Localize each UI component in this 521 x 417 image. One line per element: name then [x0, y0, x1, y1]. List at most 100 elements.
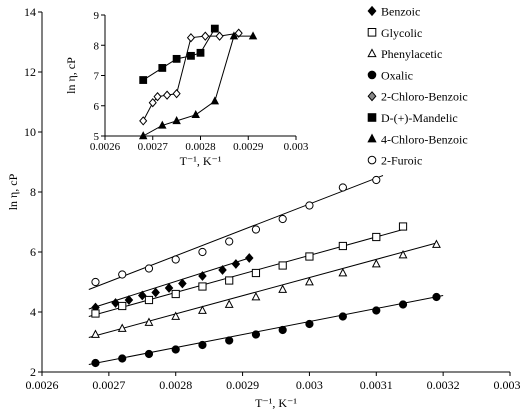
data-point — [198, 271, 207, 281]
main-x-tick-label: 0.0031 — [360, 378, 393, 392]
main-y-tick-label: 10 — [24, 125, 36, 139]
data-point — [372, 232, 381, 242]
data-point — [305, 276, 314, 286]
data-point — [372, 306, 381, 315]
data-point — [111, 298, 120, 308]
data-point — [251, 330, 261, 339]
data-point — [398, 249, 408, 259]
legend-marker — [367, 48, 377, 58]
data-point — [248, 31, 258, 40]
data-point — [171, 345, 180, 354]
data-point — [432, 239, 441, 248]
data-point — [151, 287, 160, 298]
data-point — [198, 282, 207, 291]
data-point — [372, 175, 381, 185]
data-point — [244, 253, 254, 263]
data-point — [251, 268, 261, 278]
inset-x-tick-label: 0.0029 — [233, 141, 264, 153]
legend-label: Phenylacetic — [381, 47, 442, 61]
data-point — [163, 90, 172, 100]
data-point — [91, 309, 100, 318]
data-point — [251, 291, 261, 301]
data-point — [187, 51, 195, 60]
data-point — [215, 31, 224, 41]
data-point — [305, 201, 314, 210]
main-y-tick-label: 14 — [24, 5, 36, 19]
data-point — [171, 289, 180, 299]
legend-label: Glycolic — [381, 26, 422, 40]
data-point — [91, 329, 100, 338]
inset-x-tick-label: 0.0028 — [185, 141, 216, 153]
data-point — [91, 358, 100, 368]
main-x-tick-label: 0.0028 — [159, 378, 192, 392]
main-y-tick-label: 2 — [30, 365, 36, 379]
data-point — [139, 116, 148, 126]
inset-y-tick-label: 6 — [94, 101, 100, 113]
fit-line-2 — [88, 242, 437, 338]
data-point — [117, 323, 127, 332]
fit-line-4 — [88, 175, 384, 290]
data-point — [178, 278, 187, 289]
data-point — [198, 305, 207, 314]
inset-x-tick-label: 0.0026 — [90, 141, 121, 153]
data-point — [224, 299, 234, 308]
data-point — [171, 311, 181, 320]
legend-marker — [367, 5, 377, 17]
data-point — [186, 33, 196, 43]
data-point — [398, 222, 408, 231]
legend-label: Benzoic — [381, 5, 420, 19]
legend-label: 2-Chloro-Benzoic — [381, 90, 468, 104]
data-point — [198, 340, 207, 350]
main-y-tick-label: 12 — [24, 65, 36, 79]
legend-label: 4-Chloro-Benzoic — [381, 132, 468, 146]
data-point — [172, 54, 181, 63]
main-y-tick-label: 8 — [30, 185, 36, 199]
data-point — [164, 283, 174, 293]
legend: Benzoic Glycolic Phenylacetic Oxalic 2-Chlor… — [367, 5, 468, 168]
data-point — [225, 336, 234, 345]
data-point — [158, 120, 167, 129]
data-point — [278, 325, 287, 335]
legend-marker — [367, 155, 377, 165]
main-x-tick-label: 0.0029 — [226, 378, 259, 392]
data-point — [148, 98, 157, 108]
data-point — [432, 292, 441, 302]
data-point — [118, 270, 127, 279]
legend-marker — [367, 28, 377, 37]
inset-y-tick-label: 9 — [94, 10, 100, 22]
main-y-axis-label: ln η, cP — [6, 173, 20, 210]
legend-marker — [367, 133, 377, 143]
data-point — [234, 28, 243, 38]
data-point — [210, 24, 219, 33]
data-point — [251, 225, 261, 234]
inset-x-tick-label: 0.0027 — [138, 141, 169, 153]
data-point — [278, 284, 288, 293]
data-point — [91, 277, 100, 287]
data-point — [144, 264, 154, 273]
data-point — [201, 31, 210, 41]
main-x-axis-label: T⁻¹, K⁻¹ — [255, 396, 297, 410]
inset-x-tick-label: 0.003 — [284, 141, 309, 153]
fit-line-1 — [88, 229, 404, 317]
main-x-tick-label: 0.0033 — [494, 378, 521, 392]
data-point — [153, 92, 162, 102]
data-point — [144, 295, 154, 305]
data-point — [138, 131, 148, 140]
data-point — [158, 64, 167, 72]
data-point — [172, 116, 181, 125]
data-point — [144, 349, 154, 359]
data-point — [218, 265, 227, 275]
data-point — [278, 261, 287, 270]
legend-label: D-(+)-Mandelic — [381, 111, 458, 125]
data-point — [172, 88, 181, 99]
data-point — [191, 110, 200, 119]
data-point — [171, 255, 180, 264]
data-point — [231, 259, 241, 269]
main-plot: 0.0026 0.0027 0.0028 0.0029 0.003 0.0031 0.003… — [6, 5, 521, 410]
data-point — [305, 252, 314, 261]
main-x-tick-label: 0.0026 — [26, 378, 59, 392]
data-point — [305, 319, 314, 329]
data-point — [144, 317, 154, 326]
inset-y-axis-label: ln η, cP — [64, 57, 78, 94]
